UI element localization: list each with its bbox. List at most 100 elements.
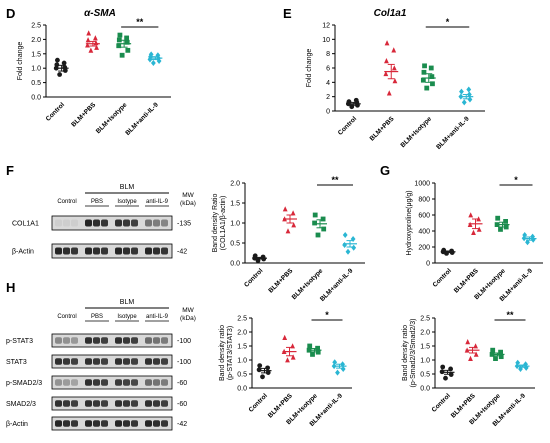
blot-band — [123, 358, 130, 365]
blot-band — [153, 379, 160, 386]
panel-letter-f: F — [6, 163, 14, 178]
blot-row-label: SMAD2/3 — [6, 401, 36, 408]
y-tick-label: 0.0 — [420, 386, 430, 393]
panel-letter-h: H — [6, 280, 15, 295]
data-point — [88, 47, 94, 53]
y-tick-label: 1.0 — [31, 66, 41, 73]
blot-band — [63, 337, 70, 344]
data-point — [428, 65, 434, 71]
blot-band — [63, 379, 70, 386]
y-tick-label: 6 — [326, 66, 330, 73]
data-point — [150, 60, 156, 67]
y-tick-label: 1.0 — [420, 358, 430, 365]
blot-band — [55, 358, 62, 365]
x-tick-label: Control — [432, 267, 453, 288]
data-point — [421, 69, 427, 75]
y-axis-label: Fold change — [17, 42, 24, 81]
blot-band — [161, 379, 168, 386]
blot-band — [115, 219, 122, 227]
blot-band — [131, 337, 138, 344]
lane-label: Isotype — [117, 199, 137, 205]
data-point — [345, 248, 351, 255]
blot-mw-label: -60 — [177, 401, 187, 408]
data-point — [93, 40, 99, 46]
blot-band — [71, 400, 78, 407]
data-point — [125, 47, 131, 53]
blot-band — [55, 337, 62, 344]
data-point — [285, 228, 291, 234]
y-tick-label: 2.0 — [31, 37, 41, 44]
blot-band — [63, 420, 70, 427]
y-tick-label: 0.0 — [31, 95, 41, 102]
blot-band — [123, 247, 130, 255]
blot-band — [93, 400, 100, 407]
data-point — [282, 334, 288, 340]
blot-band — [145, 379, 152, 386]
blot-group-label: BLM — [120, 299, 135, 306]
blot-band — [101, 247, 108, 255]
y-tick-label: 0 — [326, 109, 330, 116]
x-tick-label: BLM+PBS — [453, 267, 481, 295]
blot-band — [153, 219, 160, 227]
blot-band — [145, 247, 152, 255]
blot-band — [131, 379, 138, 386]
data-point — [252, 253, 258, 259]
blot-mw-label: -42 — [177, 421, 187, 428]
data-point — [332, 359, 338, 366]
blot-band — [123, 219, 130, 227]
data-point — [57, 72, 63, 77]
y-tick-label: 1.0 — [237, 358, 247, 365]
blot-membrane — [51, 243, 173, 259]
data-point — [312, 212, 318, 218]
blot-band — [85, 379, 92, 386]
data-point — [498, 227, 503, 232]
blot-band — [115, 379, 122, 386]
lane-label: anti-IL-9 — [146, 314, 169, 320]
blot-band — [93, 247, 100, 255]
blot-band — [55, 219, 62, 227]
blot-band — [55, 400, 62, 407]
data-point — [429, 74, 435, 79]
blot-band — [161, 337, 168, 344]
blot-band — [101, 379, 108, 386]
blot-band — [93, 420, 100, 427]
blot-band — [145, 420, 152, 427]
data-point — [116, 37, 122, 43]
blot-band — [63, 358, 70, 365]
x-tick-label: BLM+Isotype — [95, 101, 129, 135]
blot-band — [101, 219, 108, 227]
data-point — [85, 37, 91, 43]
x-tick-label: BLM+PBS — [267, 267, 295, 295]
y-tick-label: 0.0 — [237, 386, 247, 393]
data-point — [383, 70, 389, 77]
blot-band — [71, 247, 78, 255]
blot-band — [85, 400, 92, 407]
panel-letter-d: D — [6, 6, 15, 21]
blot-band — [123, 379, 130, 386]
blot-band — [115, 337, 122, 344]
y-tick-label: 0 — [426, 261, 430, 268]
blot-band — [101, 400, 108, 407]
data-point — [321, 226, 327, 232]
blot-band — [153, 337, 160, 344]
data-point — [257, 363, 263, 368]
blot-row-label: p-SMAD2/3 — [6, 380, 42, 387]
blot-band — [115, 247, 122, 255]
data-point — [282, 206, 288, 212]
data-point — [290, 210, 296, 216]
data-point — [515, 359, 521, 366]
data-point — [498, 354, 504, 360]
blot-band — [85, 358, 92, 365]
mw-header-unit: (kDa) — [180, 200, 196, 207]
blot-band — [71, 379, 78, 386]
data-point — [466, 86, 472, 93]
significance-label: * — [514, 175, 518, 185]
data-point — [384, 58, 389, 64]
data-point — [260, 374, 265, 380]
blot-membrane — [51, 333, 173, 348]
data-point — [342, 242, 347, 248]
significance-label: * — [446, 17, 450, 27]
blot-band — [145, 337, 152, 344]
x-tick-label: BLM+Isotype — [399, 115, 433, 149]
data-point — [55, 57, 60, 63]
